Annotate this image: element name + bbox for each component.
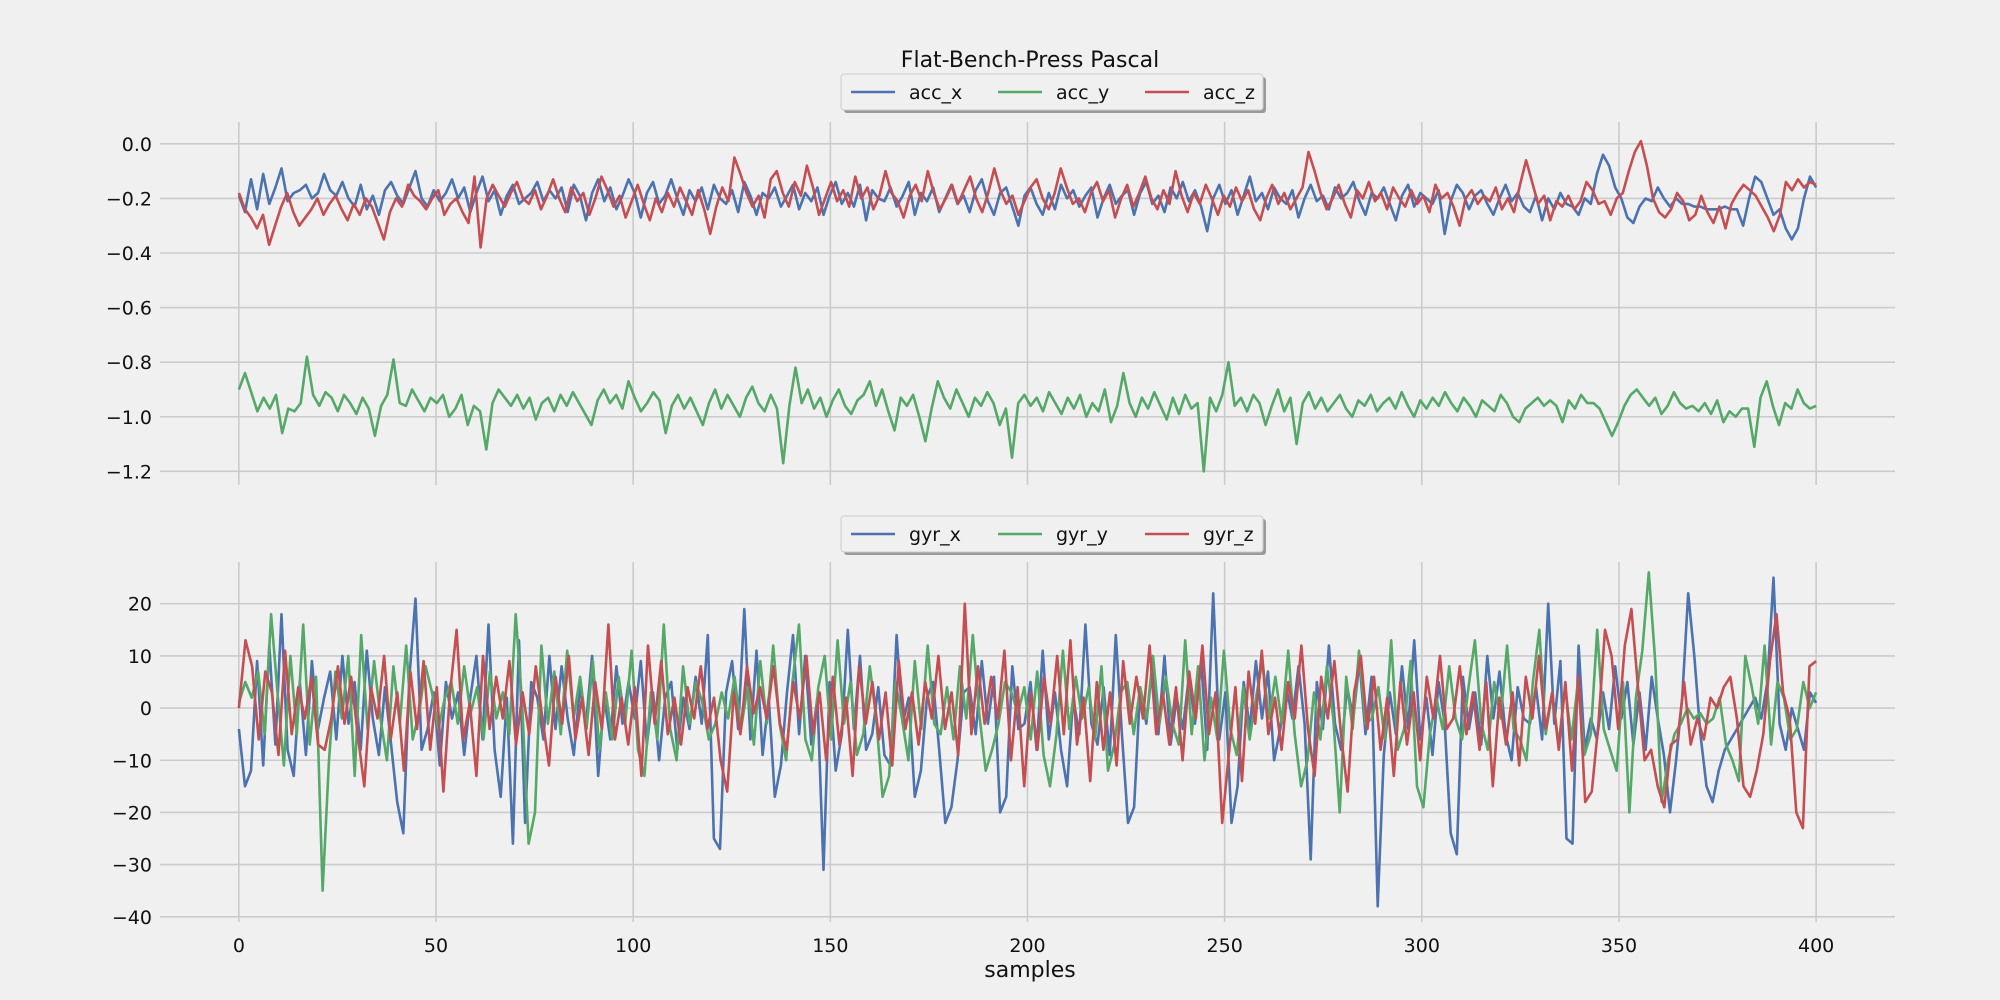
- top-y-tick-label: −0.4: [106, 243, 152, 265]
- top-y-tick-label: −1.0: [106, 407, 152, 429]
- bot-x-tick-label: 200: [1009, 935, 1045, 957]
- legend-item-gyr_y[interactable]: gyr_y: [998, 524, 1108, 546]
- top-y-tick-label: −0.8: [106, 352, 152, 374]
- legend-item-acc_y[interactable]: acc_y: [998, 82, 1109, 104]
- series-line-acc_y: [237, 355, 1817, 473]
- bot-x-tick-label: 300: [1404, 935, 1440, 957]
- bottom-y-tick-labels: 20 10 0 −10 −20 −30 −40: [112, 594, 152, 929]
- top-y-tick-label: −0.6: [106, 298, 152, 320]
- bottom-plot-area: [237, 571, 1818, 908]
- bot-x-tick-label: 50: [424, 935, 448, 957]
- top-legend[interactable]: acc_x acc_y acc_z: [840, 73, 1266, 113]
- bot-y-tick-label: −30: [112, 855, 152, 877]
- bottom-legend[interactable]: gyr_x gyr_y gyr_z: [840, 515, 1266, 555]
- bot-y-tick-label: −10: [112, 750, 152, 772]
- top-gridlines: [160, 122, 1895, 485]
- bot-y-tick-label: −20: [112, 802, 152, 824]
- top-y-tick-label: −0.2: [106, 188, 152, 210]
- bot-x-tick-label: 350: [1601, 935, 1637, 957]
- legend-label-gyr_z: gyr_z: [1203, 524, 1254, 546]
- bottom-x-tick-labels: 0 50 100 150 200 250 300 350 400: [233, 935, 1834, 957]
- legend-label-acc_z: acc_z: [1203, 82, 1255, 104]
- legend-label-acc_y: acc_y: [1056, 82, 1109, 104]
- bot-x-tick-label: 150: [812, 935, 848, 957]
- top-y-tick-label: 0.0: [122, 134, 152, 156]
- legend-item-gyr_x[interactable]: gyr_x: [851, 524, 961, 546]
- bot-y-tick-label: 20: [128, 594, 152, 616]
- bot-legend-box: [840, 515, 1264, 553]
- legend-label-acc_x: acc_x: [909, 82, 962, 104]
- legend-item-acc_x[interactable]: acc_x: [851, 82, 962, 104]
- bot-x-tick-label: 0: [233, 935, 245, 957]
- x-axis-label: samples: [984, 958, 1075, 983]
- bot-x-tick-label: 250: [1207, 935, 1243, 957]
- top-plot-area: [237, 139, 1818, 473]
- series-line-gyr_z: [237, 602, 1817, 830]
- bot-y-tick-label: −40: [112, 907, 152, 929]
- legend-item-acc_z[interactable]: acc_z: [1145, 82, 1255, 104]
- series-line-acc_z: [237, 139, 1817, 249]
- top-legend-box: [840, 73, 1264, 111]
- legend-item-gyr_z[interactable]: gyr_z: [1145, 524, 1254, 546]
- chart-title: Flat-Bench-Press Pascal: [901, 48, 1159, 73]
- bot-y-tick-label: 10: [128, 646, 152, 668]
- top-y-tick-label: −1.2: [106, 461, 152, 483]
- legend-label-gyr_x: gyr_x: [909, 524, 961, 546]
- bot-x-tick-label: 400: [1798, 935, 1834, 957]
- bot-y-tick-label: 0: [140, 698, 152, 720]
- top-y-tick-labels: 0.0 −0.2 −0.4 −0.6 −0.8 −1.0 −1.2: [106, 134, 152, 484]
- legend-label-gyr_y: gyr_y: [1056, 524, 1108, 546]
- bot-x-tick-label: 100: [615, 935, 651, 957]
